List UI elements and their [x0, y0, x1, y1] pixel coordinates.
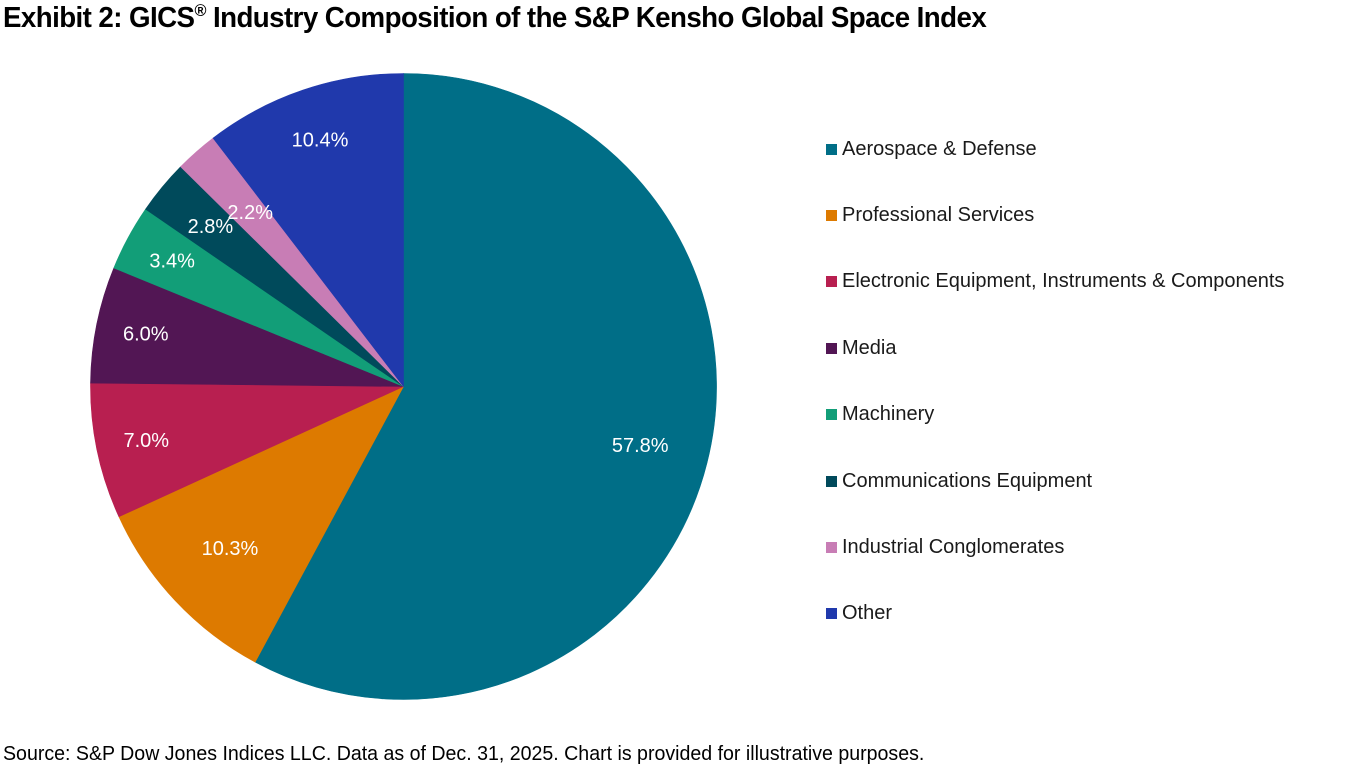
data-label-industrial-conglomerates: 2.2%	[227, 202, 273, 224]
legend-item-media: Media	[826, 333, 896, 363]
legend-label: Industrial Conglomerates	[842, 535, 1065, 558]
chart-title: Exhibit 2: GICS® Industry Composition of…	[3, 1, 987, 35]
legend-label: Electronic Equipment, Instruments & Comp…	[842, 270, 1285, 293]
legend-label: Communications Equipment	[842, 469, 1093, 492]
data-label-communications-equipment: 2.8%	[188, 216, 234, 238]
source-note: Source: S&P Dow Jones Indices LLC. Data …	[3, 742, 925, 765]
chart-title-suffix: Industry Composition of the S&P Kensho G…	[205, 2, 987, 34]
legend-swatch-icon	[826, 342, 837, 354]
data-label-aerospace-and-defense: 57.8%	[612, 435, 669, 457]
pie-slice-professional-services	[118, 385, 405, 663]
data-label-media: 6.0%	[123, 323, 169, 345]
legend-item-industrial-conglomerates: Industrial Conglomerates	[826, 532, 1064, 562]
legend-label: Machinery	[842, 403, 935, 426]
registered-trademark-mark: ®	[194, 1, 206, 20]
legend-label: Professional Services	[842, 203, 1035, 226]
legend-label: Media	[842, 336, 897, 359]
legend-item-professional-services: Professional Services	[826, 200, 1034, 230]
legend-swatch-icon	[826, 608, 837, 620]
legend-swatch-icon	[826, 143, 837, 155]
data-label-electronic-equipment-instruments-and-components: 7.0%	[124, 430, 170, 452]
legend-label: Other	[842, 602, 893, 625]
legend-swatch-icon	[826, 475, 837, 487]
pie-data-labels: 57.8% 10.3% 7.0% 6.0% 3.4% 2.8%2.2% 10.4%	[123, 129, 669, 560]
data-label-other: 10.4%	[292, 129, 349, 151]
legend-item-electronic-equipment-instruments-and-components: Electronic Equipment, Instruments & Comp…	[826, 267, 1284, 297]
legend-swatch-icon	[826, 409, 837, 421]
legend-swatch-icon	[826, 209, 837, 221]
legend-item-aerospace-and-defense: Aerospace & Defense	[826, 134, 1037, 164]
legend-item-communications-equipment: Communications Equipment	[826, 466, 1092, 496]
legend-swatch-icon	[826, 541, 837, 553]
legend-item-machinery: Machinery	[826, 400, 934, 430]
legend-label: Aerospace & Defense	[842, 137, 1037, 160]
pie-slices	[90, 73, 717, 700]
pie-chart: 57.8% 10.3% 7.0% 6.0% 3.4% 2.8%2.2% 10.4%	[90, 73, 717, 700]
pie-slice-electronic-equipment-instruments-and-components	[90, 382, 404, 518]
data-label-machinery: 3.4%	[149, 251, 195, 273]
chart-title-prefix: Exhibit 2: GICS	[3, 2, 195, 34]
data-label-professional-services: 10.3%	[202, 538, 259, 560]
pie-slice-other	[212, 73, 404, 388]
pie-slice-media	[90, 267, 404, 387]
pie-slice-aerospace-and-defense	[254, 73, 717, 700]
legend-swatch-icon	[826, 276, 837, 288]
legend-item-other: Other	[826, 599, 892, 629]
